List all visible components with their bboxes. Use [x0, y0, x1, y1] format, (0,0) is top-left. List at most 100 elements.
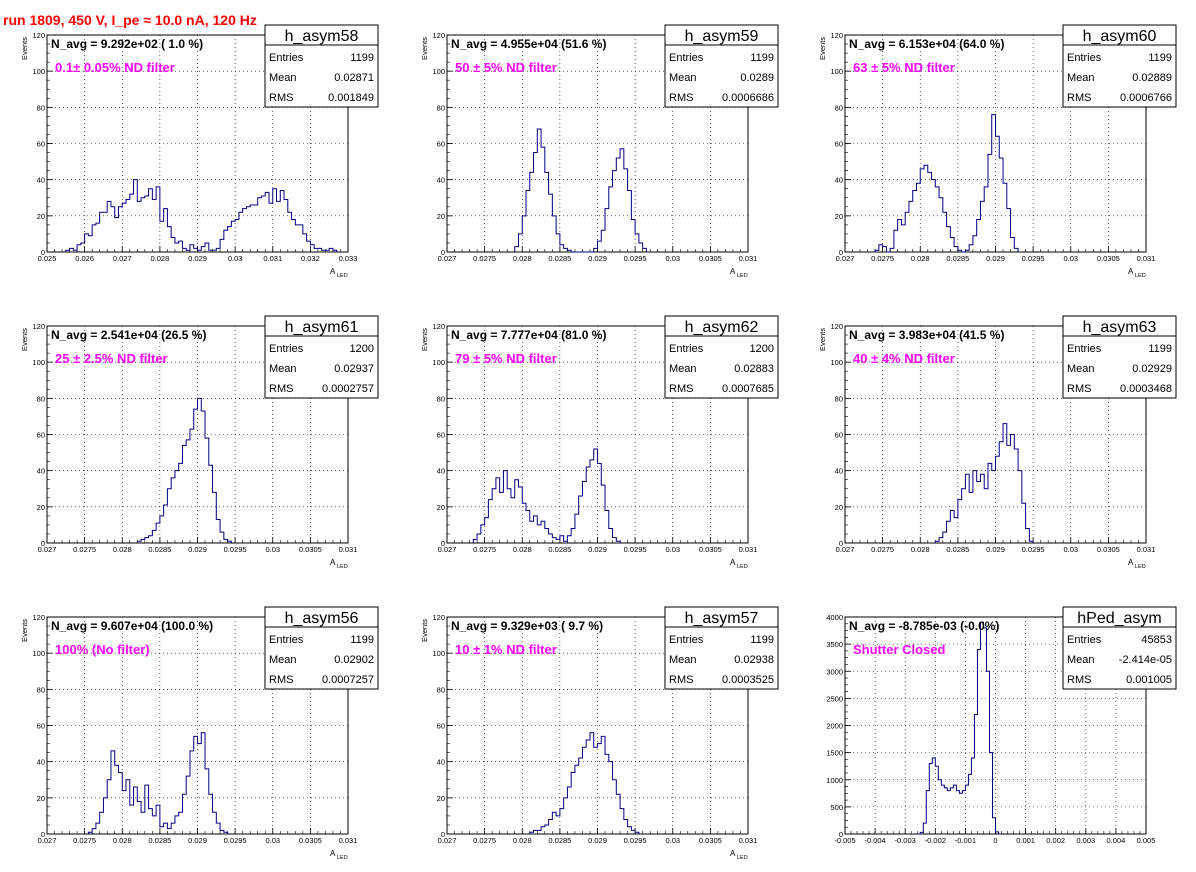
stats-entries-value: 1200: [350, 343, 374, 355]
y-tick-label: 20: [437, 503, 445, 512]
x-tick-label: 0.0285: [548, 545, 571, 554]
stats-rms-value: 0.0003468: [1120, 383, 1172, 395]
y-tick-label: 20: [37, 794, 45, 803]
y-axis-label: Events: [20, 619, 29, 642]
x-axis-label-subscript: LED: [737, 564, 748, 570]
stats-rms-value: 0.001849: [328, 92, 374, 104]
y-tick-label: 0: [839, 539, 843, 548]
y-tick-label: 100: [432, 67, 445, 76]
stats-entries-label: Entries: [669, 343, 704, 355]
y-tick-label: 120: [32, 31, 45, 40]
x-tick-label: 0: [993, 836, 997, 845]
y-tick-label: 120: [830, 322, 843, 331]
x-tick-label: 0.03: [665, 545, 680, 554]
filter-label: 100% (No filter): [55, 642, 150, 657]
y-tick-label: 120: [830, 31, 843, 40]
y-tick-label: 0: [441, 248, 445, 257]
y-tick-label: 0: [41, 248, 45, 257]
x-tick-label: 0.031: [739, 836, 758, 845]
x-tick-label: -0.002: [925, 836, 946, 845]
y-tick-label: 2000: [826, 722, 843, 731]
x-tick-label: 0.0275: [871, 254, 894, 263]
stats-mean-value: 0.02937: [334, 363, 374, 375]
x-tick-label: 0.005: [1137, 836, 1156, 845]
y-tick-label: 60: [835, 140, 843, 149]
x-tick-label: 0.031: [339, 836, 358, 845]
stats-box: [664, 606, 779, 690]
stats-box: [664, 24, 779, 108]
stats-mean-label: Mean: [669, 363, 697, 375]
stats-mean-label: Mean: [269, 72, 297, 84]
stats-rms-value: 0.0003525: [722, 674, 774, 686]
y-tick-label: 20: [437, 794, 445, 803]
x-tick-label: 0.027: [438, 836, 457, 845]
y-tick-label: 2500: [826, 694, 843, 703]
stats-rms-label: RMS: [1067, 674, 1091, 686]
x-tick-label: -0.003: [895, 836, 916, 845]
histogram-name: h_asym61: [285, 319, 359, 336]
x-axis-label-subscript: LED: [737, 273, 748, 279]
x-axis-label: A: [330, 849, 336, 858]
x-axis-label: A: [730, 558, 736, 567]
y-tick-label: 0: [41, 539, 45, 548]
x-tick-label: 0.025: [38, 254, 57, 263]
stats-mean-label: Mean: [269, 363, 297, 375]
x-tick-label: 0.0305: [699, 254, 722, 263]
y-tick-label: 0: [839, 830, 843, 839]
stats-entries-value: 1199: [1148, 343, 1172, 355]
histogram-series-line: [87, 732, 229, 834]
x-tick-label: 0.029: [588, 254, 607, 263]
stats-entries-value: 1200: [750, 343, 774, 355]
stats-mean-value: 0.02889: [1132, 72, 1172, 84]
x-tick-label: 0.0305: [1097, 545, 1120, 554]
y-tick-label: 80: [437, 394, 445, 403]
x-tick-label: 0.0305: [1097, 254, 1120, 263]
stats-box: [1062, 606, 1177, 690]
x-tick-label: 0.029: [588, 836, 607, 845]
y-tick-label: 3000: [826, 667, 843, 676]
x-axis-label-subscript: LED: [1135, 564, 1146, 570]
x-tick-label: 0.0275: [473, 254, 496, 263]
x-tick-label: 0.028: [911, 545, 930, 554]
navg-label: N_avg = 9.607e+04 (100.0 %): [51, 619, 213, 633]
y-axis-label: Events: [20, 328, 29, 351]
x-tick-label: 0.028: [911, 254, 930, 263]
y-tick-label: 80: [835, 394, 843, 403]
filter-label: 50 ± 5% ND filter: [455, 60, 557, 75]
navg-label: N_avg = 7.777e+04 (81.0 %): [451, 328, 606, 342]
y-tick-label: 80: [37, 394, 45, 403]
stats-entries-value: 1199: [750, 52, 774, 64]
histogram-panel-h_asym56: 0.027 0.0275 0.028 0.0285 0.029 0.0295 0.03 0.0…: [20, 606, 379, 861]
stats-rms-value: 0.0006766: [1120, 92, 1172, 104]
y-tick-label: 120: [32, 613, 45, 622]
y-tick-label: 80: [437, 685, 445, 694]
x-tick-label: 0.026: [75, 254, 94, 263]
x-tick-label: 0.0295: [224, 836, 247, 845]
x-tick-label: 0.0305: [699, 836, 722, 845]
y-tick-label: 4000: [826, 613, 843, 622]
histogram-name: h_asym63: [1083, 319, 1157, 336]
x-tick-label: 0.027: [836, 545, 855, 554]
y-tick-label: 20: [37, 503, 45, 512]
navg-label: N_avg = 9.329e+03 ( 9.7 %): [451, 619, 603, 633]
y-tick-label: 0: [41, 830, 45, 839]
stats-rms-label: RMS: [1067, 383, 1091, 395]
stats-entries-label: Entries: [669, 634, 704, 646]
x-tick-label: 0.028: [150, 254, 169, 263]
stats-mean-value: -2.414e-05: [1119, 654, 1172, 666]
histogram-name: h_asym56: [285, 610, 359, 627]
histogram-name: h_asym57: [685, 610, 759, 627]
y-tick-label: 60: [37, 431, 45, 440]
stats-box: [264, 606, 379, 690]
x-tick-label: 0.029: [986, 545, 1005, 554]
y-axis-label: Events: [20, 37, 29, 60]
x-tick-label: 0.0295: [624, 254, 647, 263]
histogram-series-line: [65, 179, 338, 252]
stats-rms-label: RMS: [269, 92, 293, 104]
x-tick-label: 0.0275: [73, 836, 96, 845]
stats-mean-value: 0.0289: [740, 72, 774, 84]
x-tick-label: 0.03: [265, 545, 280, 554]
stats-box: [664, 315, 779, 399]
histogram-panel-h_asym59: 0.027 0.0275 0.028 0.0285 0.029 0.0295 0.03 0.0…: [420, 24, 779, 279]
histogram-series-line: [472, 448, 621, 543]
